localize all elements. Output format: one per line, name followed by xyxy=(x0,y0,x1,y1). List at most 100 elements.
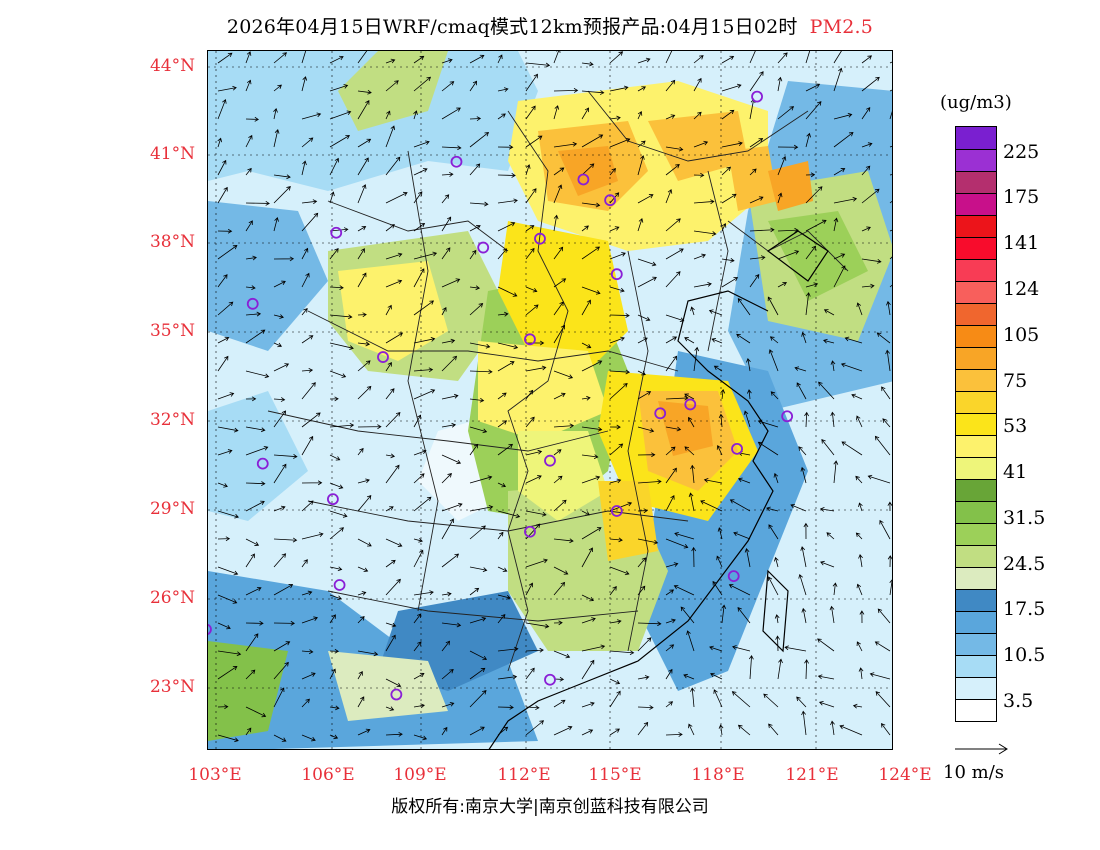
wind-arrow xyxy=(497,286,518,297)
lon-label-115: 115°E xyxy=(588,765,642,785)
wind-arrow xyxy=(833,196,858,204)
title-text: 2026年04月15日WRF/cmaq模式12km预报产品:04月15日02时 xyxy=(226,16,798,38)
lat-label-44: 44°N xyxy=(149,56,195,76)
wind-arrow xyxy=(525,304,539,316)
wind-arrow xyxy=(357,248,365,260)
wind-arrow xyxy=(637,86,646,92)
wind-arrow xyxy=(874,435,891,456)
wind-arrow xyxy=(889,200,892,204)
wind-arrow xyxy=(721,109,735,120)
wind-arrow xyxy=(301,199,318,205)
wind-arrow xyxy=(832,582,838,596)
wind-arrow xyxy=(385,58,396,64)
lon-label-106: 106°E xyxy=(301,765,355,785)
wind-arrow xyxy=(357,424,382,430)
wind-arrow xyxy=(581,360,603,372)
wind-arrow xyxy=(357,566,369,573)
wind-arrow xyxy=(665,562,679,568)
wind-arrow xyxy=(497,113,506,120)
wind-arrow xyxy=(609,369,631,375)
wind-arrow xyxy=(581,644,606,652)
wind-arrow xyxy=(357,312,367,318)
wind-arrow xyxy=(721,55,735,64)
wind-arrow xyxy=(525,62,551,68)
wind-arrow xyxy=(217,274,228,288)
wind-arrow xyxy=(357,538,372,547)
wind-arrow xyxy=(273,410,287,428)
wind-arrow xyxy=(609,566,630,576)
wind-arrow xyxy=(581,225,589,232)
wind-arrow xyxy=(731,691,751,708)
wind-arrow xyxy=(886,300,891,316)
wind-arrow xyxy=(665,218,681,232)
legend-label-41: 41 xyxy=(1003,461,1028,483)
wind-arrow xyxy=(609,336,625,344)
wind-arrow xyxy=(413,55,425,64)
wind-arrow xyxy=(217,594,238,604)
colorbar-bin xyxy=(956,545,996,567)
wind-arrow xyxy=(245,426,266,433)
wind-arrow xyxy=(581,202,601,208)
wind-arrow xyxy=(217,650,242,657)
wind-arrow xyxy=(691,546,697,568)
wind-arrow xyxy=(777,52,788,64)
legend-label-124: 124 xyxy=(1003,278,1040,300)
wind-arrow xyxy=(581,510,591,516)
wind-arrow xyxy=(693,140,709,148)
colorbar-bin xyxy=(956,567,996,589)
wind-arrow xyxy=(469,369,493,375)
wind-arrow xyxy=(441,58,453,64)
wind-arrow xyxy=(716,444,723,456)
wind-arrow xyxy=(609,537,623,543)
wind-arrow xyxy=(273,363,290,372)
wind-arrow xyxy=(665,248,684,260)
lon-label-121: 121°E xyxy=(785,765,839,785)
wind-arrow xyxy=(553,246,564,260)
wind-arrow xyxy=(497,726,509,736)
legend-label-75: 75 xyxy=(1003,370,1028,392)
colorbar-bin xyxy=(956,347,996,369)
wind-arrow xyxy=(581,594,594,602)
wind-arrow xyxy=(867,474,891,484)
wind-arrow xyxy=(525,449,543,456)
wind-arrow xyxy=(301,500,314,512)
wind-arrow xyxy=(855,475,863,484)
lat-label-35: 35°N xyxy=(149,321,195,341)
wind-arrow xyxy=(581,342,592,349)
wind-arrow xyxy=(329,135,351,148)
wind-arrow xyxy=(385,578,401,596)
wind-arrow xyxy=(768,349,779,372)
wind-arrow xyxy=(413,538,423,543)
wind-arrow xyxy=(581,107,589,120)
wind-arrow xyxy=(413,389,436,400)
colorbar-bin xyxy=(956,369,996,391)
wind-arrow xyxy=(469,667,486,680)
city-marker xyxy=(610,505,623,517)
wind-arrow xyxy=(817,674,835,680)
wind-arrow xyxy=(273,463,287,484)
wind-arrow xyxy=(469,132,490,148)
wind-arrow xyxy=(553,699,566,708)
wind-arrow xyxy=(301,76,308,92)
wind-arrow xyxy=(818,381,835,400)
wind-arrow xyxy=(830,720,835,736)
wind-arrow xyxy=(665,114,676,120)
wind-arrow xyxy=(245,586,262,596)
wind-arrow xyxy=(767,296,779,316)
wind-arrow xyxy=(833,112,853,120)
wind-arrow xyxy=(637,479,662,485)
wind-arrow xyxy=(553,620,563,626)
lat-label-32: 32°N xyxy=(149,410,195,430)
wind-arrow xyxy=(385,304,392,316)
wind-arrow xyxy=(798,573,807,596)
wind-arrow xyxy=(553,105,560,120)
wind-arrow xyxy=(796,696,807,708)
colorbar-bin xyxy=(956,523,996,545)
wind-arrow xyxy=(329,191,335,204)
wind-arrow xyxy=(441,553,460,568)
wind-arrow xyxy=(441,668,454,680)
wind-arrow xyxy=(775,635,781,652)
wind-arrow xyxy=(690,464,695,484)
wind-arrow xyxy=(441,247,451,260)
wind-arrow xyxy=(805,101,822,120)
